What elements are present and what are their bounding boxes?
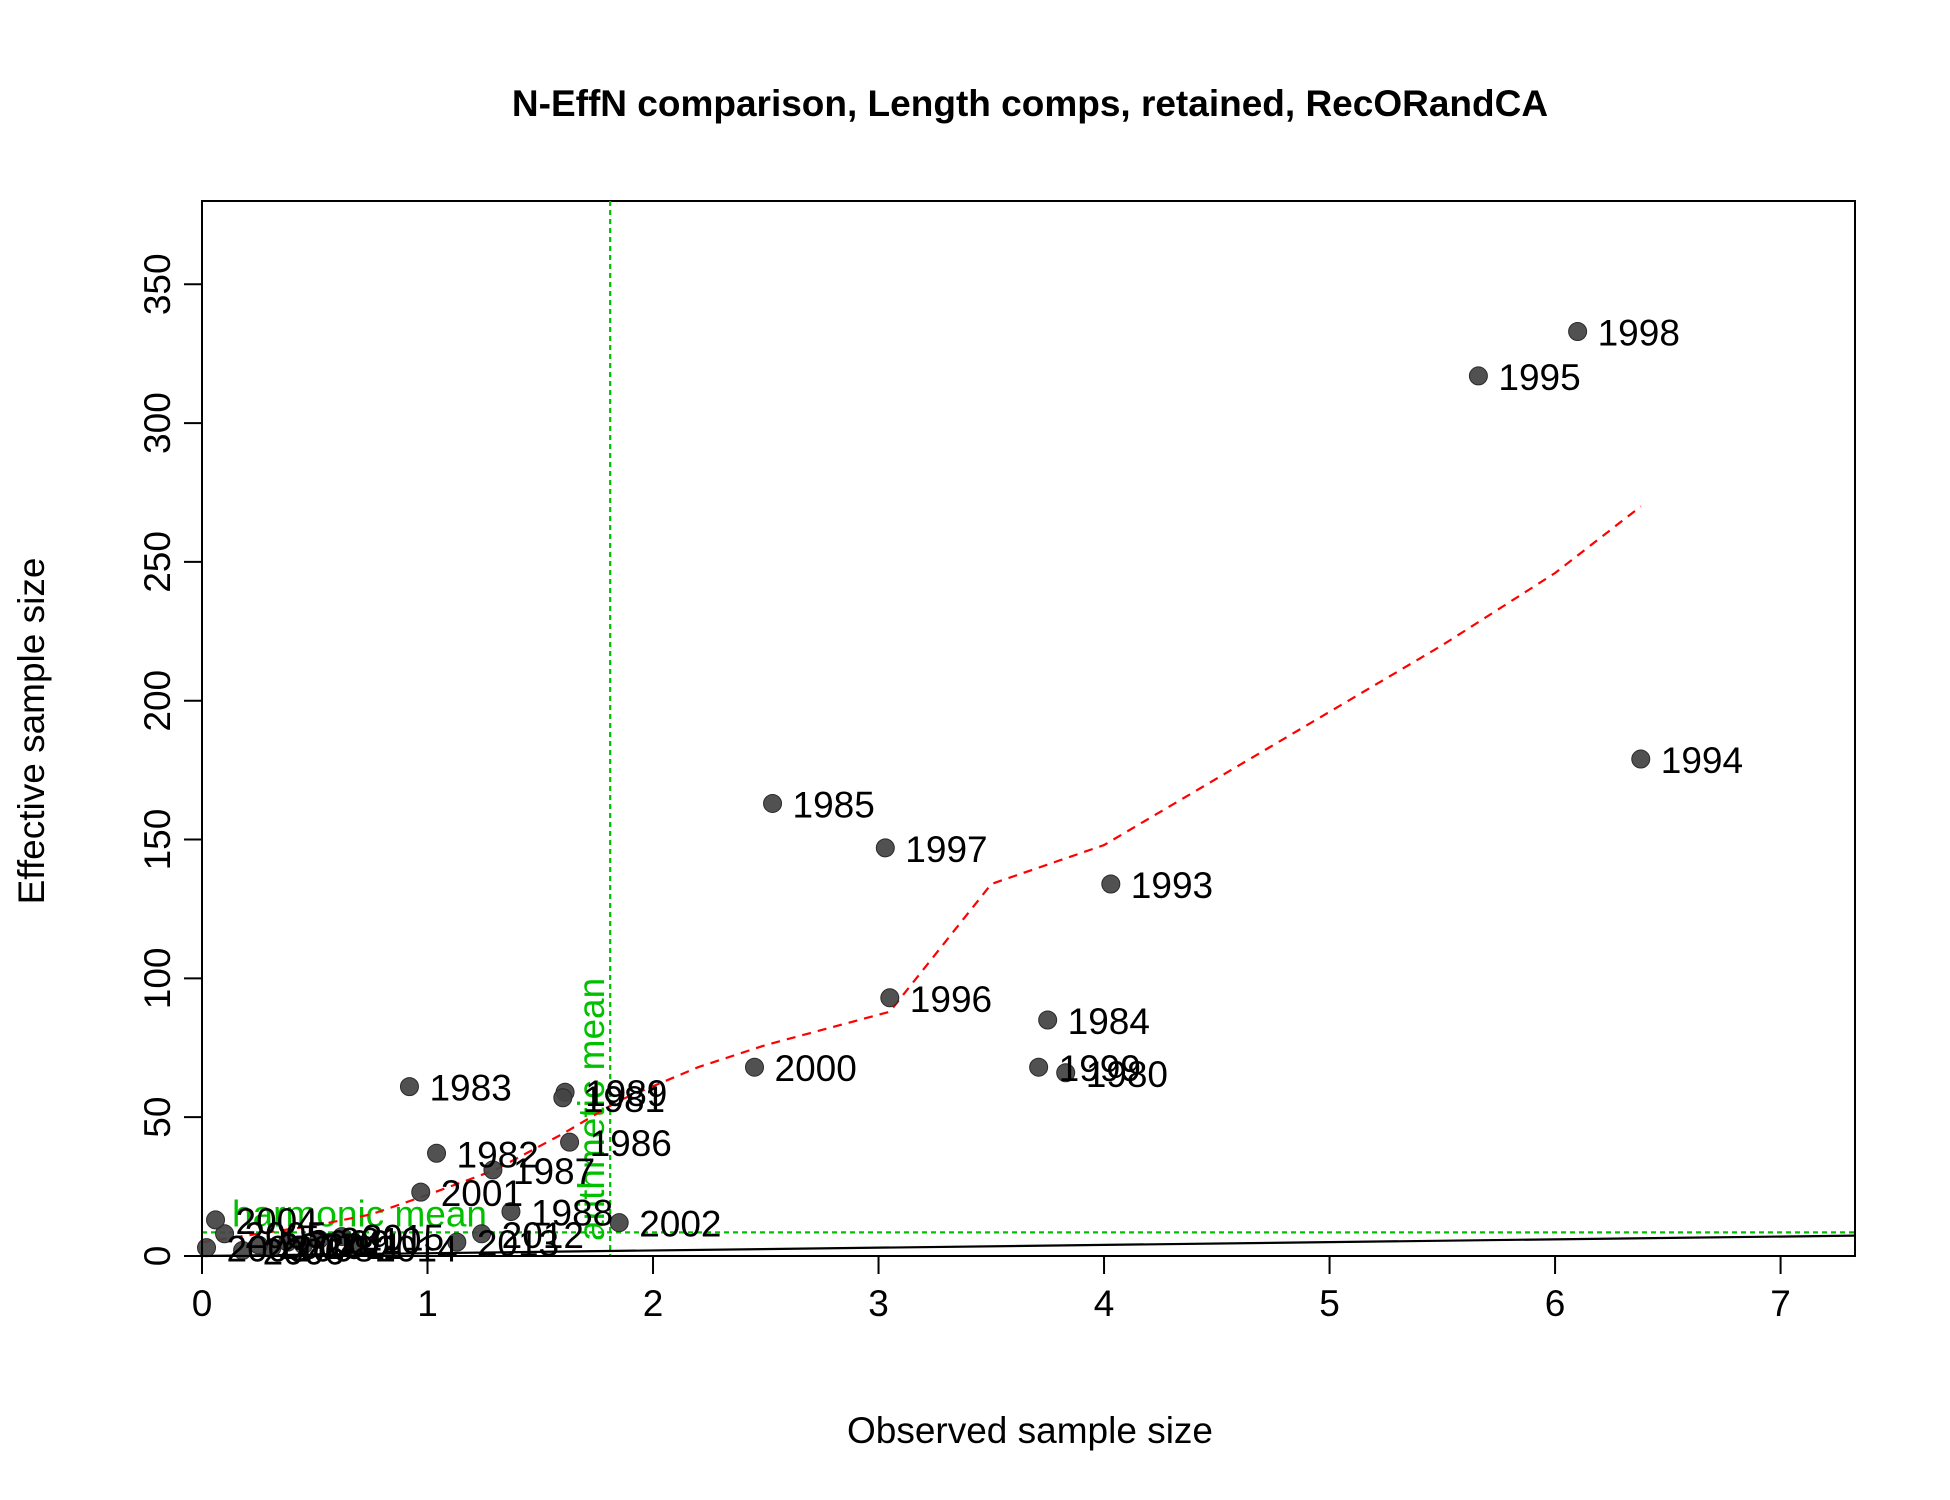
data-point-1988 xyxy=(501,1202,521,1222)
data-point-1994 xyxy=(1631,749,1651,769)
y-axis-label: Effective sample size xyxy=(11,558,52,905)
data-points xyxy=(197,321,1651,1260)
data-point-1997 xyxy=(875,838,895,858)
y-tick-label-300: 300 xyxy=(137,392,178,454)
x-tick-label-4: 4 xyxy=(1094,1283,1115,1324)
point-label-2012: 2012 xyxy=(502,1215,584,1256)
data-point-2000 xyxy=(745,1057,765,1077)
point-label-1993: 1993 xyxy=(1131,865,1213,906)
point-label-1997: 1997 xyxy=(905,829,987,870)
point-label-2008: 2008 xyxy=(292,1229,374,1270)
data-point-2015 xyxy=(332,1227,352,1247)
fit-lines xyxy=(201,505,1856,1258)
data-point-1996 xyxy=(880,988,900,1008)
data-point-1981 xyxy=(553,1088,573,1108)
x-axis-label: Observed sample size xyxy=(847,1410,1213,1451)
point-label-2004: 2004 xyxy=(236,1201,318,1242)
point-label-1996: 1996 xyxy=(910,979,992,1020)
y-tick-label-250: 250 xyxy=(137,531,178,593)
smoother-line xyxy=(201,505,1642,1244)
point-label-1988: 1988 xyxy=(531,1193,613,1234)
data-point-1985 xyxy=(763,793,783,813)
data-point-1986 xyxy=(560,1132,580,1152)
point-label-2000: 2000 xyxy=(775,1048,857,1089)
point-label-1983: 1983 xyxy=(429,1068,511,1109)
data-point-1993 xyxy=(1101,874,1121,894)
point-label-1984: 1984 xyxy=(1068,1001,1150,1042)
data-point-2003 xyxy=(197,1238,217,1258)
x-tick-label-6: 6 xyxy=(1545,1283,1566,1324)
data-point-1995 xyxy=(1468,366,1488,386)
point-label-2003: 2003 xyxy=(227,1229,309,1270)
x-tick-label-3: 3 xyxy=(868,1283,889,1324)
x-tick-label-1: 1 xyxy=(417,1283,438,1324)
one-to-one-line xyxy=(201,1234,1856,1258)
chart-title: N-EffN comparison, Length comps, retaine… xyxy=(512,83,1548,124)
harmonic-mean-label: harmonic mean xyxy=(232,1193,487,1234)
point-label-2005: 2005 xyxy=(245,1215,327,1256)
data-point-1984 xyxy=(1038,1010,1058,1030)
data-point-1980 xyxy=(1056,1063,1076,1083)
data-point-2012 xyxy=(472,1224,492,1244)
point-label-1987: 1987 xyxy=(513,1151,595,1192)
data-point-2006 xyxy=(233,1240,253,1260)
x-tick-label-5: 5 xyxy=(1319,1283,1340,1324)
point-label-2010: 2010 xyxy=(339,1220,421,1261)
point-label-2013: 2013 xyxy=(477,1223,559,1264)
y-axis: 0 50 100 150 200 250 300 350 xyxy=(137,253,203,1267)
y-tick-label-150: 150 xyxy=(137,809,178,871)
x-tick-label-2: 2 xyxy=(643,1283,664,1324)
data-point-1987 xyxy=(483,1160,503,1180)
point-label-1995: 1995 xyxy=(1498,357,1580,398)
data-point-2005 xyxy=(215,1224,235,1244)
data-point-2001 xyxy=(411,1182,431,1202)
data-point-2004 xyxy=(206,1210,226,1230)
point-label-2002: 2002 xyxy=(639,1204,721,1245)
y-tick-label-350: 350 xyxy=(137,253,178,315)
y-tick-label-100: 100 xyxy=(137,948,178,1010)
data-point-1983 xyxy=(399,1077,419,1097)
point-label-1999: 1999 xyxy=(1059,1048,1141,1089)
point-label-2001: 2001 xyxy=(441,1173,523,1214)
point-label-2006: 2006 xyxy=(263,1231,345,1272)
point-label-1986: 1986 xyxy=(590,1123,672,1164)
point-label-2009: 2009 xyxy=(308,1223,390,1264)
point-label-2011: 2011 xyxy=(323,1226,403,1267)
data-point-1982 xyxy=(427,1143,447,1163)
x-tick-label-0: 0 xyxy=(192,1283,213,1324)
y-tick-label-50: 50 xyxy=(137,1097,178,1138)
point-label-2014: 2014 xyxy=(375,1229,457,1270)
point-label-1980: 1980 xyxy=(1086,1054,1168,1095)
x-axis: 0 1 2 3 4 5 6 7 xyxy=(192,1255,1791,1324)
data-point-2002 xyxy=(609,1213,629,1233)
point-label-1994: 1994 xyxy=(1661,740,1743,781)
point-labels: 1998 1995 1994 1985 1997 1993 1996 1984 19991980… xyxy=(227,312,1744,1272)
x-tick-label-7: 7 xyxy=(1770,1283,1791,1324)
arithmetic-mean-label: arithmetic mean xyxy=(571,978,612,1241)
y-tick-label-200: 200 xyxy=(137,670,178,732)
data-point-1999 xyxy=(1029,1057,1049,1077)
point-label-1981: 1981 xyxy=(583,1079,665,1120)
data-point-1998 xyxy=(1568,321,1588,341)
point-label-1982: 1982 xyxy=(457,1134,539,1175)
point-label-2015: 2015 xyxy=(362,1218,444,1259)
y-tick-label-0: 0 xyxy=(137,1246,178,1267)
point-label-1989: 1989 xyxy=(585,1073,667,1114)
point-label-1998: 1998 xyxy=(1598,312,1680,353)
data-point-2013 xyxy=(447,1232,467,1252)
point-label-2007: 2007 xyxy=(278,1226,360,1267)
point-label-1985: 1985 xyxy=(793,784,875,825)
reference-lines: arithmetic mean harmonic mean xyxy=(202,201,1855,1256)
